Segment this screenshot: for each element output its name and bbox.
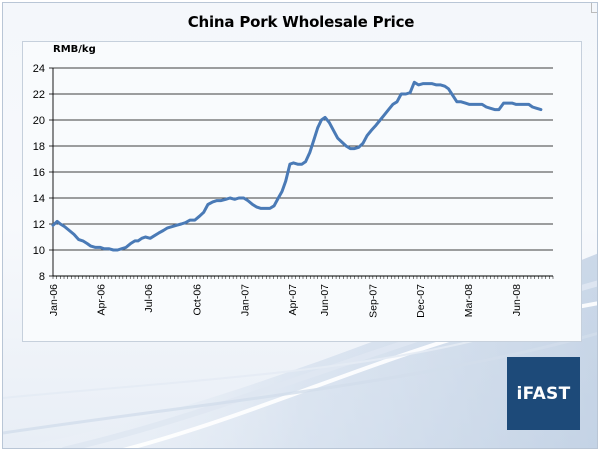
x-axis-ticks: Jan-06 Apr-06 Jul-06 Oct-06 Jan-07 Apr-07 Jun-… bbox=[48, 284, 523, 318]
x-tick-label: Dec-07 bbox=[415, 284, 427, 318]
logo-text: iFAST bbox=[516, 383, 571, 404]
x-tick-label: Sep-07 bbox=[367, 284, 379, 318]
y-tick-label: 18 bbox=[33, 141, 45, 153]
y-tick-label: 14 bbox=[33, 193, 45, 205]
x-tick-label: Oct-06 bbox=[191, 284, 203, 316]
x-tick-label: Jan-06 bbox=[48, 284, 60, 316]
x-tick-label: Jun-07 bbox=[319, 284, 331, 316]
series-line bbox=[51, 80, 543, 252]
ifast-logo: iFAST bbox=[507, 357, 580, 430]
y-tick-label: 24 bbox=[33, 63, 45, 75]
x-tick-label: Jun-08 bbox=[511, 284, 523, 316]
y-tick-label: 22 bbox=[33, 89, 45, 101]
series-layer bbox=[51, 80, 543, 252]
x-tick-label: Apr-07 bbox=[287, 284, 299, 316]
y-tick-label: 10 bbox=[33, 245, 45, 257]
x-tick-label: Apr-06 bbox=[95, 284, 107, 316]
chart-panel bbox=[22, 41, 582, 342]
gridlines bbox=[53, 67, 553, 251]
corner-mark bbox=[591, 3, 597, 13]
y-tick-label: 20 bbox=[33, 115, 45, 127]
chart-frame bbox=[2, 2, 598, 449]
y-tick-label: 8 bbox=[39, 271, 45, 283]
y-axis-ticks: 8 10 12 14 16 18 20 22 24 bbox=[33, 63, 45, 283]
x-tick-label: Jul-06 bbox=[143, 284, 155, 313]
axes bbox=[49, 67, 554, 279]
y-axis-unit: RMB/kg bbox=[53, 44, 96, 55]
x-tick-label: Mar-08 bbox=[463, 284, 475, 317]
y-tick-label: 12 bbox=[33, 219, 45, 231]
x-tick-label: Jan-07 bbox=[240, 284, 252, 316]
y-tick-label: 16 bbox=[33, 167, 45, 179]
chart-title: China Pork Wholesale Price bbox=[187, 13, 415, 31]
